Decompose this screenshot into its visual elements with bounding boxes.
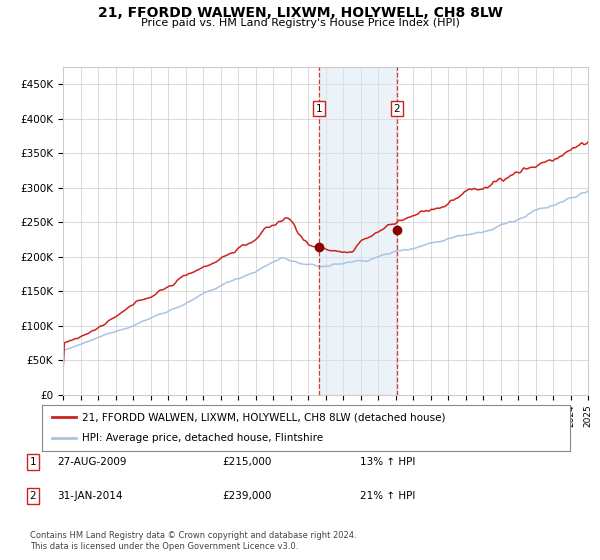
Text: 21, FFORDD WALWEN, LIXWM, HOLYWELL, CH8 8LW: 21, FFORDD WALWEN, LIXWM, HOLYWELL, CH8 … xyxy=(98,6,502,20)
Text: Price paid vs. HM Land Registry's House Price Index (HPI): Price paid vs. HM Land Registry's House … xyxy=(140,18,460,28)
Text: 1: 1 xyxy=(29,457,37,467)
Text: 13% ↑ HPI: 13% ↑ HPI xyxy=(360,457,415,467)
Text: 2: 2 xyxy=(394,104,400,114)
Text: 1: 1 xyxy=(316,104,323,114)
Text: 21% ↑ HPI: 21% ↑ HPI xyxy=(360,491,415,501)
Bar xyxy=(319,67,397,395)
Text: £215,000: £215,000 xyxy=(222,457,271,467)
Text: 27-AUG-2009: 27-AUG-2009 xyxy=(57,457,127,467)
Text: HPI: Average price, detached house, Flintshire: HPI: Average price, detached house, Flin… xyxy=(82,433,323,444)
Text: 21, FFORDD WALWEN, LIXWM, HOLYWELL, CH8 8LW (detached house): 21, FFORDD WALWEN, LIXWM, HOLYWELL, CH8 … xyxy=(82,412,445,422)
Text: £239,000: £239,000 xyxy=(222,491,271,501)
Text: 2: 2 xyxy=(29,491,37,501)
Text: Contains HM Land Registry data © Crown copyright and database right 2024.: Contains HM Land Registry data © Crown c… xyxy=(30,531,356,540)
Text: 31-JAN-2014: 31-JAN-2014 xyxy=(57,491,122,501)
Text: This data is licensed under the Open Government Licence v3.0.: This data is licensed under the Open Gov… xyxy=(30,542,298,551)
